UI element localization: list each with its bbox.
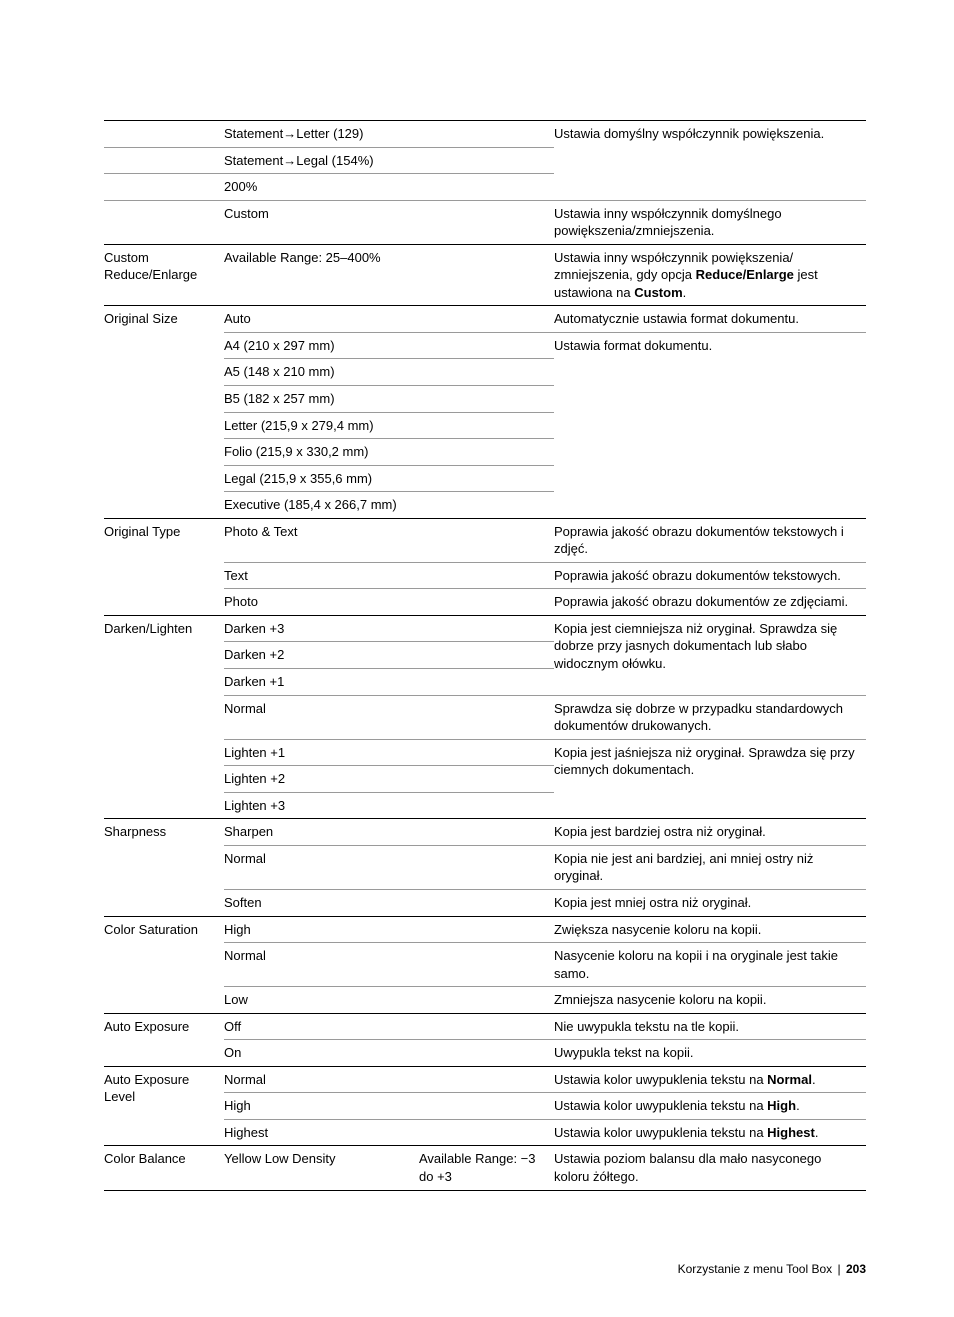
table-row [104,1190,866,1191]
desc-text: . [815,1125,819,1140]
desc-text: Ustawia kolor uwypuklenia tekstu na [554,1098,767,1113]
description-cell: Ustawia inny współczynnik domyślnego pow… [554,200,866,244]
category-cell: Auto Exposure Level [104,1066,224,1146]
description-cell: Poprawia jakość obrazu dokumentów teksto… [554,562,866,589]
option-cell: Lighten +2 [224,766,554,793]
option-cell: Statement→Letter (129) [224,121,554,148]
table-row: Color Saturation High Zwiększa nasycenie… [104,916,866,943]
option-cell: Darken +2 [224,642,554,669]
option-cell: Highest [224,1119,554,1146]
table-row: Darken/Lighten Darken +3 Kopia jest ciem… [104,615,866,642]
option-cell: Yellow Low Density [224,1146,419,1190]
category-cell: Color Balance [104,1146,224,1190]
table-row: Custom Ustawia inny współczynnik domyśln… [104,200,866,244]
option-cell: Normal [224,943,554,987]
option-cell: Soften [224,889,554,916]
option-cell: Text [224,562,554,589]
description-cell: Zwiększa nasycenie koloru na kopii. [554,916,866,943]
category-cell: Original Size [104,306,224,518]
option-cell: Normal [224,845,554,889]
option-cell: Off [224,1013,554,1040]
table-row: Original Size Auto Automatycznie ustawia… [104,306,866,333]
description-cell: Poprawia jakość obrazu dokumentów ze zdj… [554,589,866,616]
description-cell: Nie uwypukla tekstu na tle kopii. [554,1013,866,1040]
option-cell: On [224,1040,554,1067]
option-cell: Photo & Text [224,518,554,562]
description-cell: Ustawia inny współczynnik powiększenia/ … [554,244,866,306]
description-cell: Zmniejsza nasycenie koloru na kopii. [554,987,866,1014]
desc-text: . [796,1098,800,1113]
description-cell: Uwypukla tekst na kopii. [554,1040,866,1067]
description-cell: Kopia jest ciemniejsza niż oryginał. Spr… [554,615,866,695]
description-cell: Kopia nie jest ani bardziej, ani mniej o… [554,845,866,889]
desc-text: Ustawia kolor uwypuklenia tekstu na [554,1125,767,1140]
category-cell: Original Type [104,518,224,615]
option-cell: Lighten +1 [224,739,554,766]
desc-bold: Highest [767,1125,815,1140]
option-cell: Lighten +3 [224,792,554,819]
desc-text: . [812,1072,816,1087]
desc-bold: High [767,1098,796,1113]
option-cell: 200% [224,174,554,201]
footer-separator: | [836,1262,843,1276]
category-cell: Auto Exposure [104,1013,224,1066]
option-cell: Folio (215,9 x 330,2 mm) [224,439,554,466]
page-footer: Korzystanie z menu Tool Box | 203 [104,1261,866,1277]
description-cell: Poprawia jakość obrazu dokumentów teksto… [554,518,866,562]
description-cell: Automatycznie ustawia format dokumentu. [554,306,866,333]
option-cell: Low [224,987,554,1014]
category-cell: Darken/Lighten [104,615,224,818]
option-cell: Letter (215,9 x 279,4 mm) [224,412,554,439]
category-cell: Sharpness [104,819,224,916]
option-cell: Normal [224,695,554,739]
table-row: Original Type Photo & Text Poprawia jako… [104,518,866,562]
description-cell: Ustawia kolor uwypuklenia tekstu na Norm… [554,1066,866,1093]
desc-bold: Reduce/Enlarge [696,267,794,282]
description-cell: Kopia jest jaśniejsza niż oryginał. Spra… [554,739,866,819]
option-cell: Auto [224,306,554,333]
option-cell: Legal (215,9 x 355,6 mm) [224,465,554,492]
description-cell: Ustawia kolor uwypuklenia tekstu na High… [554,1093,866,1120]
description-cell: Nasycenie koloru na kopii i na oryginale… [554,943,866,987]
description-cell: Kopia jest mniej ostra niż oryginał. [554,889,866,916]
desc-text: . [683,285,687,300]
table-row: Sharpness Sharpen Kopia jest bardziej os… [104,819,866,846]
table-row: Auto Exposure Level Normal Ustawia kolor… [104,1066,866,1093]
option-cell: Sharpen [224,819,554,846]
table-row: Auto Exposure Off Nie uwypukla tekstu na… [104,1013,866,1040]
desc-text: Ustawia kolor uwypuklenia tekstu na [554,1072,767,1087]
table-row: Color Balance Yellow Low Density Availab… [104,1146,866,1190]
category-cell: Custom Reduce/Enlarge [104,244,224,306]
option-cell: Custom [224,200,554,244]
footer-text: Korzystanie z menu Tool Box [678,1262,833,1276]
sub-option-cell: Available Range: −3 do +3 [419,1146,554,1190]
option-cell: Executive (185,4 x 266,7 mm) [224,492,554,519]
description-cell: Kopia jest bardziej ostra niż oryginał. [554,819,866,846]
description-cell: Ustawia format dokumentu. [554,332,866,518]
option-cell: Darken +3 [224,615,554,642]
table-row: Statement→Letter (129) Ustawia domyślny … [104,121,866,148]
option-cell: A4 (210 x 297 mm) [224,332,554,359]
category-cell: Color Saturation [104,916,224,1013]
page-number: 203 [846,1262,866,1276]
table-row: Custom Reduce/Enlarge Available Range: 2… [104,244,866,306]
desc-bold: Normal [767,1072,812,1087]
description-cell: Ustawia poziom balansu dla mało nasycone… [554,1146,866,1190]
option-cell: A5 (148 x 210 mm) [224,359,554,386]
option-cell: Normal [224,1066,554,1093]
option-cell: Available Range: 25–400% [224,244,554,306]
option-cell: High [224,1093,554,1120]
description-cell: Ustawia domyślny współczynnik powiększen… [554,121,866,201]
option-cell: B5 (182 x 257 mm) [224,386,554,413]
option-cell: High [224,916,554,943]
description-cell: Ustawia kolor uwypuklenia tekstu na High… [554,1119,866,1146]
settings-table: Statement→Letter (129) Ustawia domyślny … [104,120,866,1191]
option-cell: Statement→Legal (154%) [224,147,554,174]
description-cell: Sprawdza się dobrze w przypadku standard… [554,695,866,739]
desc-bold: Custom [634,285,682,300]
option-cell: Darken +1 [224,669,554,696]
option-cell: Photo [224,589,554,616]
